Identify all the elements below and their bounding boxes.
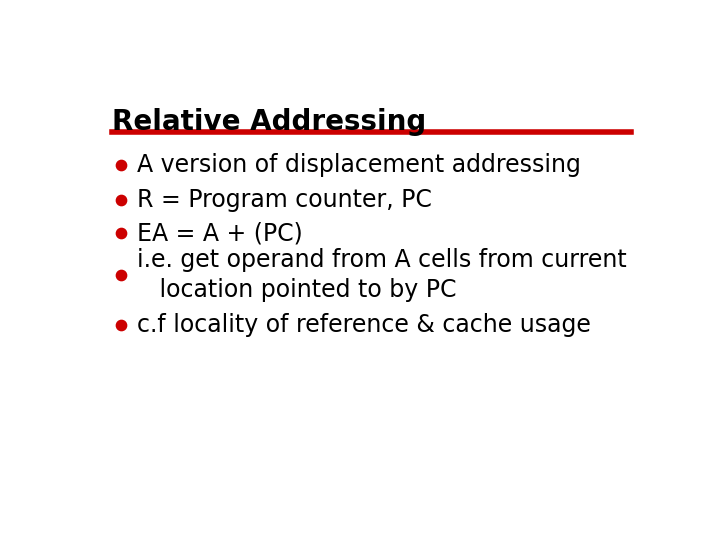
Text: c.f locality of reference & cache usage: c.f locality of reference & cache usage <box>138 313 591 336</box>
Point <box>115 229 127 238</box>
Text: Relative Addressing: Relative Addressing <box>112 109 426 137</box>
Text: EA = A + (PC): EA = A + (PC) <box>138 221 303 245</box>
Text: i.e. get operand from A cells from current
   location pointed to by PC: i.e. get operand from A cells from curre… <box>138 248 627 302</box>
Point <box>115 320 127 329</box>
Text: A version of displacement addressing: A version of displacement addressing <box>138 153 581 177</box>
Point <box>115 195 127 204</box>
Point <box>115 160 127 169</box>
Point <box>115 271 127 279</box>
Text: R = Program counter, PC: R = Program counter, PC <box>138 188 432 212</box>
